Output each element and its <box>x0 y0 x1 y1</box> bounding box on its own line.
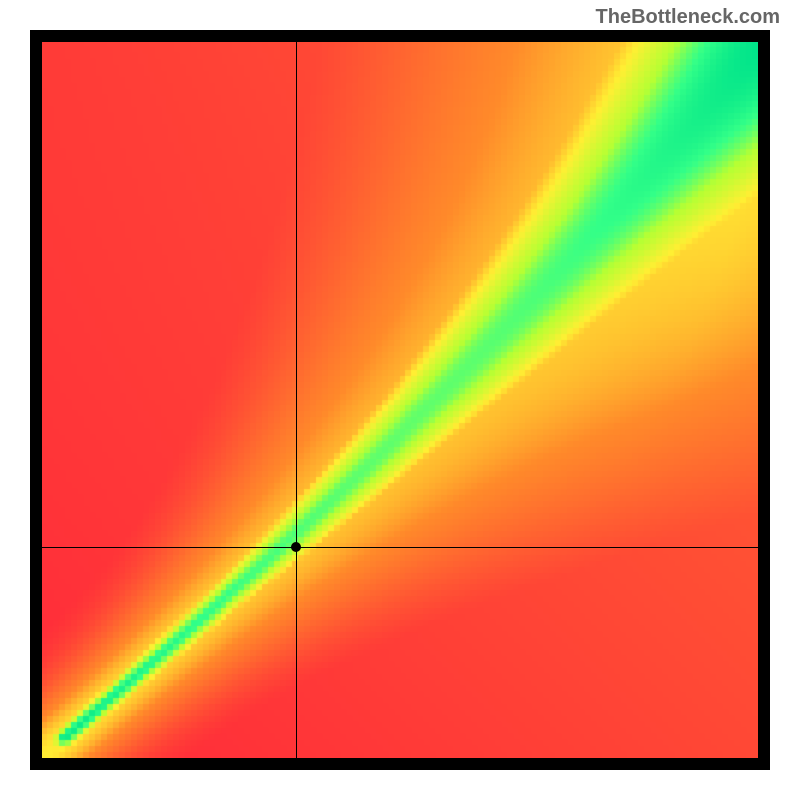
heatmap-canvas <box>42 42 758 758</box>
watermark-text: TheBottleneck.com <box>596 6 780 29</box>
page-root: TheBottleneck.com <box>0 0 800 800</box>
crosshair-vertical <box>296 42 297 758</box>
crosshair-horizontal <box>42 547 758 548</box>
crosshair-marker <box>291 542 301 552</box>
chart-frame <box>30 30 770 770</box>
